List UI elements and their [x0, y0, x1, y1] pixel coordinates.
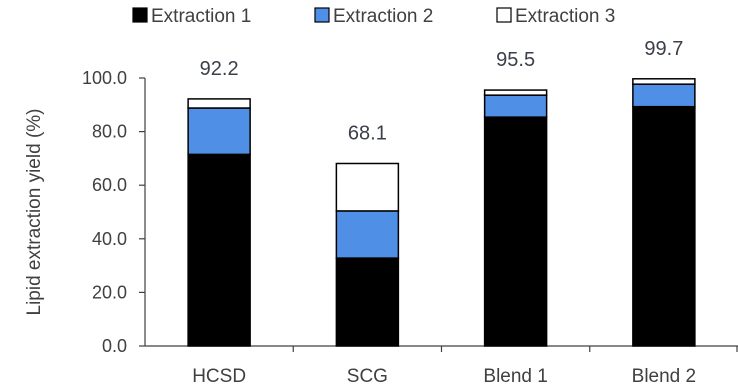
- bar-segment: [632, 78, 696, 85]
- total-value-label: 92.2: [200, 58, 239, 80]
- bar-segment: [483, 116, 548, 347]
- legend-label: Extraction 2: [333, 6, 433, 27]
- bar-segment: [335, 162, 400, 212]
- y-tick-label: 40.0: [92, 229, 127, 249]
- legend-swatch: [314, 7, 330, 23]
- y-tick-label: 100.0: [82, 68, 127, 88]
- total-labels: 92.2 68.1 95.5 99.7: [200, 38, 684, 145]
- bar-segment: [632, 105, 696, 347]
- legend-swatch: [132, 7, 148, 23]
- bar-segment: [335, 210, 400, 259]
- bar-group: [187, 78, 696, 347]
- bar-segment: [187, 153, 251, 347]
- legend-label: Extraction 1: [151, 6, 251, 27]
- bar-segment: [187, 107, 251, 156]
- legend-label: Extraction 3: [515, 6, 615, 27]
- bar-segment: [483, 89, 548, 96]
- total-value-label: 99.7: [644, 38, 683, 60]
- x-category-label: HCSD: [192, 366, 246, 387]
- y-axis: 0.0 20.0 40.0 60.0 80.0 100.0: [82, 68, 146, 356]
- bar-segment: [335, 257, 400, 347]
- bar-segment: [632, 83, 696, 108]
- y-tick-label: 20.0: [92, 282, 127, 302]
- y-tick-label: 80.0: [92, 122, 127, 142]
- legend-swatch: [496, 7, 512, 23]
- total-value-label: 68.1: [348, 122, 387, 144]
- chart-legend: Extraction 1 Extraction 2 Extraction 3: [132, 6, 615, 27]
- y-tick-label: 60.0: [92, 175, 127, 195]
- y-axis-title: Lipid extraction yield (%): [24, 109, 45, 316]
- x-category-label: SCG: [347, 366, 388, 387]
- x-category-label: Blend 2: [632, 366, 696, 387]
- y-tick-label: 0.0: [102, 336, 127, 356]
- bar-segment: [483, 94, 548, 118]
- total-value-label: 95.5: [496, 49, 535, 71]
- bar-segment: [187, 98, 251, 109]
- x-axis: HCSD SCG Blend 1 Blend 2: [145, 345, 738, 387]
- x-category-label: Blend 1: [483, 366, 547, 387]
